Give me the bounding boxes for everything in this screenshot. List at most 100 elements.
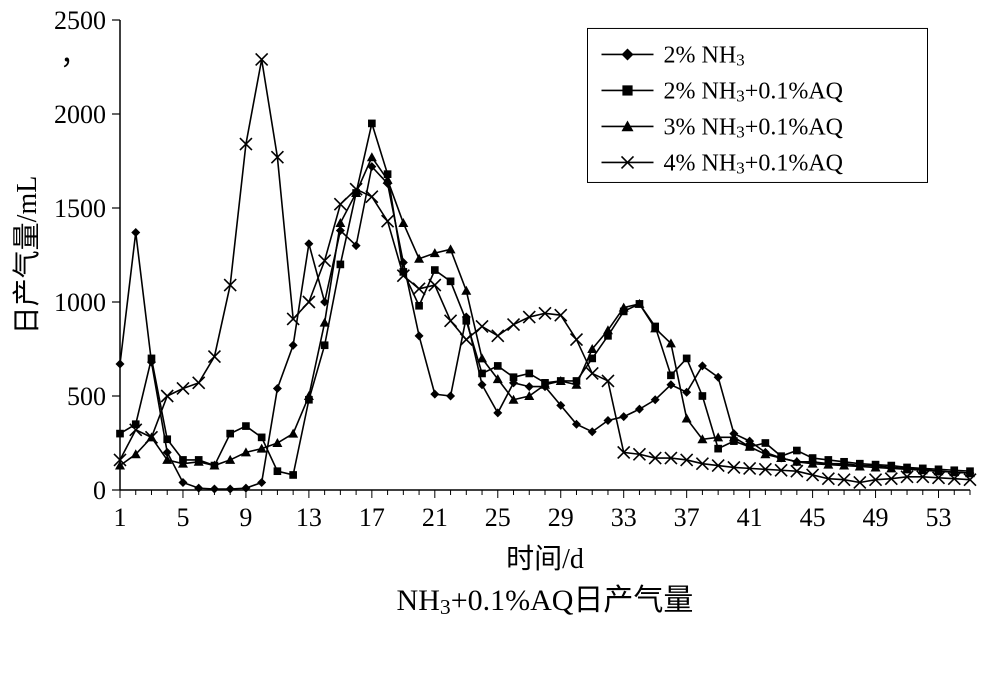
marker-square [258, 434, 266, 442]
marker-diamond [289, 341, 298, 350]
x-tick-label: 17 [359, 503, 385, 532]
marker-cross [429, 279, 441, 291]
y-tick-label: 2000 [54, 100, 106, 129]
marker-diamond [446, 392, 455, 401]
y-axis-mark: ， [60, 40, 88, 71]
marker-square [226, 430, 234, 438]
marker-square [462, 317, 470, 325]
marker-triangle [682, 414, 692, 423]
marker-cross [366, 191, 378, 203]
x-tick-label: 33 [611, 503, 637, 532]
y-tick-label: 500 [67, 382, 106, 411]
series-0 [116, 162, 975, 493]
y-tick-label: 1000 [54, 288, 106, 317]
x-tick-label: 53 [926, 503, 952, 532]
marker-diamond [525, 382, 534, 391]
marker-square [762, 439, 770, 447]
marker-triangle [225, 455, 235, 464]
marker-square [337, 261, 345, 269]
marker-square [116, 430, 124, 438]
marker-square [415, 302, 423, 310]
marker-square [148, 355, 156, 363]
marker-diamond [273, 384, 282, 393]
marker-square [321, 341, 329, 349]
marker-cross [413, 283, 425, 295]
y-tick-label: 0 [93, 476, 106, 505]
marker-cross [161, 390, 173, 402]
marker-diamond [619, 412, 628, 421]
marker-diamond [304, 239, 313, 248]
marker-diamond [415, 331, 424, 340]
marker-diamond [210, 485, 219, 494]
marker-diamond [478, 380, 487, 389]
marker-triangle [288, 429, 298, 438]
marker-square [714, 445, 722, 453]
y-tick-label: 1500 [54, 194, 106, 223]
x-axis-label: 时间/d [506, 543, 584, 575]
marker-diamond [178, 478, 187, 487]
marker-diamond [131, 228, 140, 237]
marker-diamond [682, 388, 691, 397]
chart-svg: 0500100015002000250015913172125293337414… [0, 0, 1000, 683]
series-line [120, 167, 970, 489]
chart-caption: NH3+0.1%AQ日产气量 [397, 584, 694, 619]
marker-cross [382, 215, 394, 227]
marker-square [274, 467, 282, 475]
x-tick-label: 41 [737, 503, 763, 532]
marker-cross [492, 330, 504, 342]
marker-cross [319, 255, 331, 267]
marker-diamond [635, 405, 644, 414]
legend-label: 2% NH3+0.1%AQ [664, 78, 844, 105]
marker-square [447, 277, 455, 285]
marker-diamond [226, 485, 235, 494]
x-tick-label: 21 [422, 503, 448, 532]
marker-diamond [257, 478, 266, 487]
legend-label: 3% NH3+0.1%AQ [664, 114, 844, 141]
marker-diamond [241, 484, 250, 493]
marker-diamond [194, 484, 203, 493]
x-tick-label: 5 [176, 503, 189, 532]
marker-triangle [320, 318, 330, 327]
legend-label: 2% NH3 [664, 42, 745, 69]
marker-cross [334, 198, 346, 210]
marker-cross [586, 367, 598, 379]
marker-diamond [116, 360, 125, 369]
marker-cross [508, 319, 520, 331]
marker-triangle [524, 391, 534, 400]
marker-diamond [493, 408, 502, 417]
marker-square [622, 85, 632, 95]
marker-square [793, 447, 801, 455]
legend: 2% NH3 2% NH3+0.1%AQ 3% NH3+0.1%AQ 4% NH3+0… [588, 28, 928, 182]
marker-triangle [398, 218, 408, 227]
marker-square [525, 370, 533, 378]
marker-cross [807, 469, 819, 481]
marker-triangle [477, 353, 487, 362]
marker-triangle [304, 391, 314, 400]
x-tick-label: 49 [863, 503, 889, 532]
marker-square [699, 392, 707, 400]
marker-square [368, 120, 376, 128]
marker-square [510, 373, 518, 381]
marker-cross [570, 334, 582, 346]
marker-triangle [115, 461, 125, 470]
marker-square [478, 370, 486, 378]
x-tick-label: 13 [296, 503, 322, 532]
x-tick-label: 25 [485, 503, 511, 532]
marker-cross [476, 320, 488, 332]
marker-square [494, 362, 502, 370]
marker-square [431, 266, 439, 274]
marker-cross [177, 382, 189, 394]
marker-cross [445, 315, 457, 327]
x-tick-label: 29 [548, 503, 574, 532]
legend-label: 4% NH3+0.1%AQ [664, 150, 844, 177]
x-tick-label: 9 [239, 503, 252, 532]
y-tick-label: 2500 [54, 6, 106, 35]
marker-triangle [446, 244, 456, 253]
marker-cross [193, 377, 205, 389]
marker-cross [303, 296, 315, 308]
chart-container: 0500100015002000250015913172125293337414… [0, 0, 1000, 683]
marker-square [163, 435, 171, 443]
marker-triangle [461, 286, 471, 295]
y-axis-label: 日产气量/mL [11, 176, 43, 335]
marker-square [242, 422, 250, 430]
